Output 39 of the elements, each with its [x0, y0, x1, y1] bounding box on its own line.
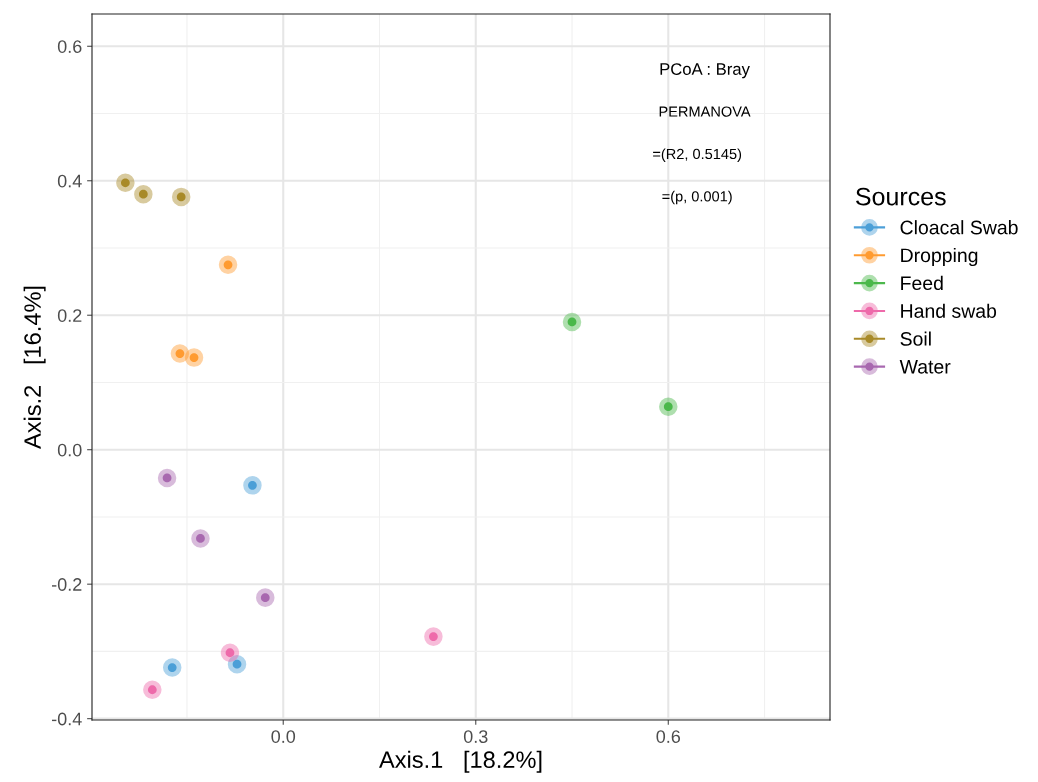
point	[143, 680, 162, 699]
point	[218, 255, 238, 275]
point	[162, 658, 182, 677]
point	[116, 173, 135, 193]
legend-label: Water	[899, 360, 951, 374]
point	[220, 643, 240, 663]
legend-label: Dropping	[901, 247, 978, 267]
y-tick-label: 0.4	[57, 174, 82, 188]
annotation: PCoA : Bray	[660, 63, 750, 79]
x-axis-title: Axis.1 [18.2%]	[379, 750, 542, 773]
y-tick-label: -0.2	[51, 578, 82, 591]
point	[191, 529, 210, 548]
point	[659, 397, 678, 416]
annotation: =(p, 0.001)	[662, 190, 732, 205]
legend-label: Hand swab	[901, 303, 997, 318]
point	[424, 627, 443, 646]
x-tick-label: 0.0	[271, 730, 296, 743]
annotation: =(R2, 0.5145)	[653, 148, 742, 162]
x-tick-label: 0.6	[656, 730, 681, 743]
annotation: PERMANOVA	[659, 106, 751, 117]
point	[256, 588, 275, 607]
y-tick-label: 0.2	[57, 309, 82, 322]
point	[170, 344, 190, 363]
x-tick-label: 0.3	[463, 730, 488, 743]
y-tick-label: 0.6	[57, 40, 82, 53]
legend-label: Cloacal Swab	[900, 220, 1018, 235]
point	[157, 468, 177, 488]
point	[243, 476, 262, 495]
legend-title: Sources	[856, 187, 946, 206]
legend-label: Soil	[900, 331, 931, 346]
point	[227, 654, 247, 674]
y-tick-label: -0.4	[51, 712, 82, 726]
legend-label: Feed	[901, 275, 943, 291]
point	[184, 348, 204, 367]
point	[134, 184, 153, 204]
point	[562, 312, 582, 332]
y-tick-label: 0.0	[57, 443, 82, 457]
y-axis-title: Axis.2 [16.4%]	[23, 286, 46, 449]
point	[171, 187, 191, 207]
